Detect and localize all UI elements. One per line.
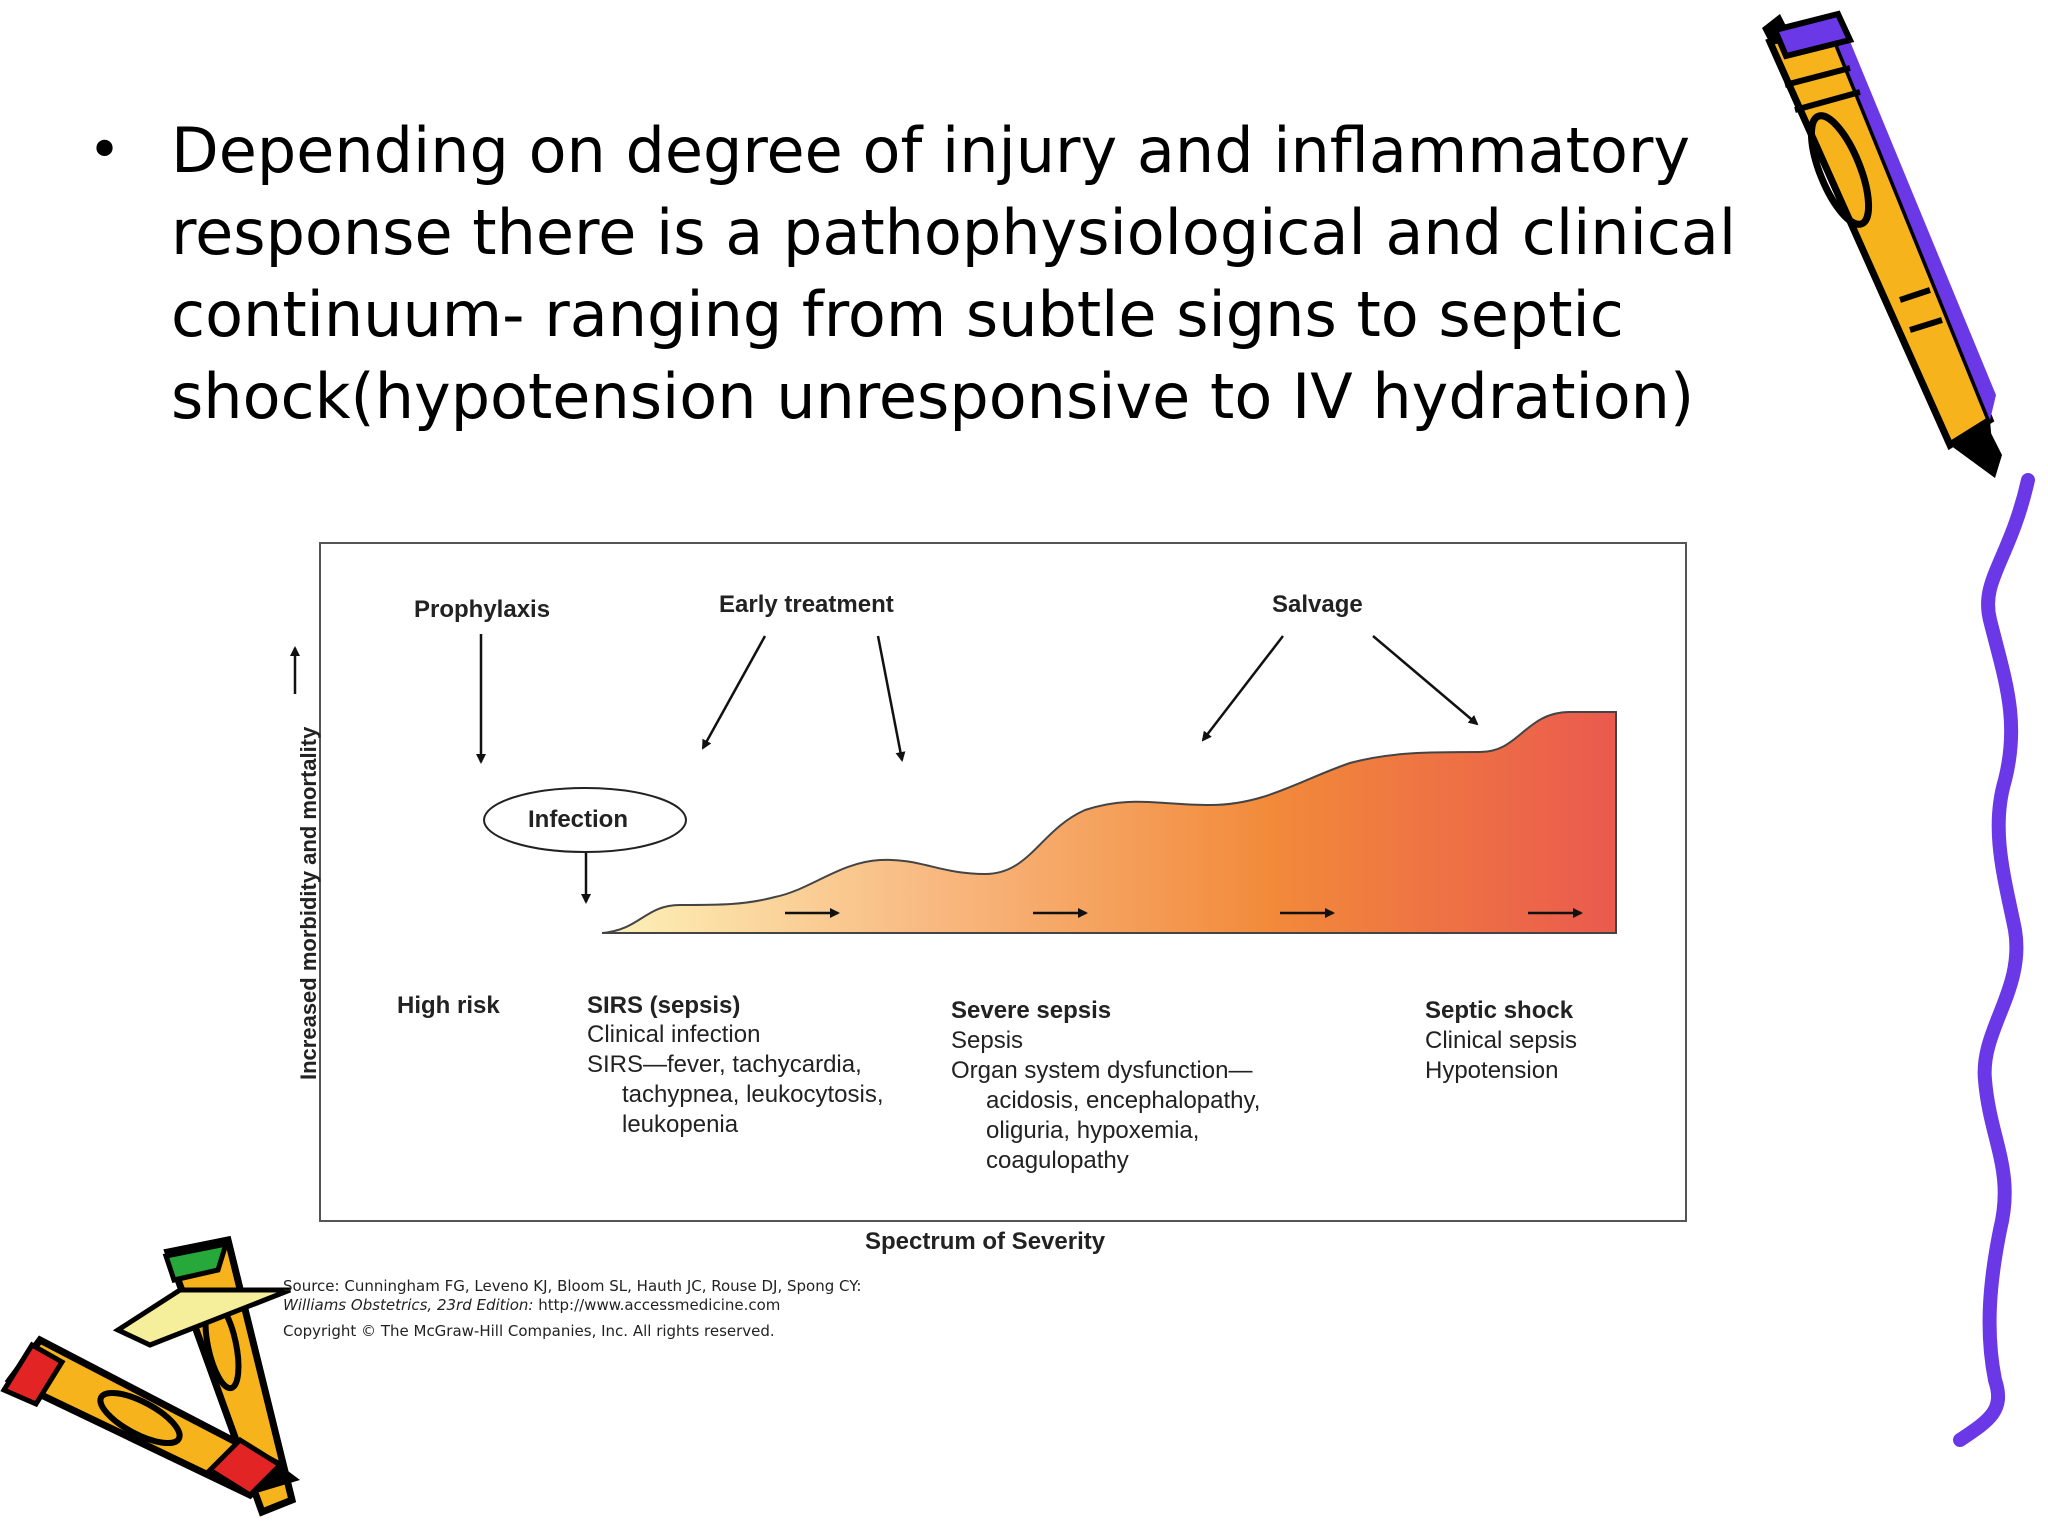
stage-title-septic-shock: Septic shock xyxy=(1425,997,1574,1024)
stage-line: Clinical infection xyxy=(587,1021,761,1048)
stage-title-severe-sepsis: Severe sepsis xyxy=(951,997,1112,1024)
y-axis-label: Increased morbidity and mortality xyxy=(296,726,321,1080)
x-axis-label: Spectrum of Severity xyxy=(865,1228,1106,1255)
early-treatment-arrow-left xyxy=(701,635,767,750)
stage-title-high-risk: High risk xyxy=(397,992,500,1019)
stage-line: leukopenia xyxy=(622,1111,739,1138)
salvage-label: Salvage xyxy=(1272,591,1363,618)
infection-ellipse xyxy=(483,787,687,853)
stage-line: coagulopathy xyxy=(986,1147,1129,1174)
bullet-text: Depending on degree of injury and inflam… xyxy=(171,114,1737,433)
source-url: http://www.accessmedicine.com xyxy=(533,1296,781,1314)
bullet-marker: • xyxy=(88,118,122,183)
stage-line: Organ system dysfunction— xyxy=(951,1057,1253,1084)
source-line-1: Source: Cunningham FG, Leveno KJ, Bloom … xyxy=(283,1277,862,1295)
source-line-2: Williams Obstetrics, 23rd Edition: http:… xyxy=(283,1296,780,1314)
pencils-icon-bottom-left xyxy=(0,1235,300,1517)
stage-line: tachypnea, leukocytosis, xyxy=(622,1081,884,1108)
stage-line: oliguria, hypoxemia, xyxy=(986,1117,1200,1144)
early-treatment-label: Early treatment xyxy=(719,591,894,618)
stage-line: Hypotension xyxy=(1425,1057,1559,1084)
copyright-line: Copyright © The McGraw-Hill Companies, I… xyxy=(283,1322,775,1340)
stage-title-sirs: SIRS (sepsis) xyxy=(587,992,741,1019)
prophylaxis-label: Prophylaxis xyxy=(414,596,551,623)
salvage-arrow-left xyxy=(1201,635,1284,742)
pencil-icon-top-right xyxy=(1762,10,2002,478)
infection-label: Infection xyxy=(528,806,628,833)
salvage-arrow-right xyxy=(1372,635,1479,726)
early-treatment-arrow-right xyxy=(876,635,906,762)
stage-line: Sepsis xyxy=(951,1027,1024,1054)
source-book-title: Williams Obstetrics, 23rd Edition: xyxy=(283,1296,534,1314)
stage-line: Clinical sepsis xyxy=(1425,1027,1578,1054)
stage-line: acidosis, encephalopathy, xyxy=(986,1087,1261,1114)
squiggle-line-right xyxy=(1953,473,2035,1447)
stage-line: SIRS—fever, tachycardia, xyxy=(587,1051,862,1078)
severity-area xyxy=(601,711,1617,934)
